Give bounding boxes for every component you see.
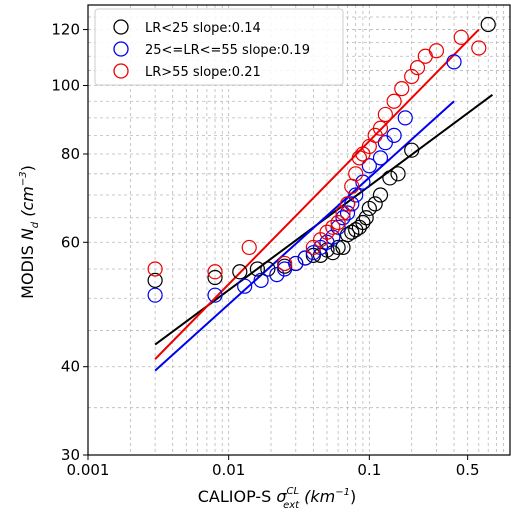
- data-point-series-2: [147, 287, 163, 303]
- y-tick-label: 120: [51, 21, 80, 39]
- fit-lines: [154, 28, 494, 372]
- data-point-series-1: [372, 187, 389, 203]
- data-point-series-3: [277, 255, 293, 272]
- data-point-series-2: [325, 229, 341, 245]
- data-point-series-3: [330, 214, 346, 231]
- y-tick-label: 60: [61, 233, 80, 251]
- data-point-series-3: [471, 40, 487, 56]
- y-tick-label: 40: [61, 358, 80, 376]
- legend-marker: [113, 19, 129, 35]
- data-point-series-1: [404, 142, 420, 158]
- data-point-series-1: [390, 166, 406, 182]
- x-tick-label: 0.01: [212, 461, 245, 479]
- legend-label: LR<25 slope:0.14: [145, 21, 261, 36]
- legend-label: 25<=LR<=55 slope:0.19: [145, 43, 310, 58]
- data-point-series-3: [207, 264, 223, 280]
- data-point-series-2: [288, 255, 304, 272]
- data-point-series-3: [428, 43, 445, 59]
- y-tick-label: 80: [61, 145, 80, 163]
- data-point-series-3: [394, 81, 410, 97]
- data-point-series-3: [453, 29, 469, 45]
- data-point-series-1: [355, 214, 371, 231]
- data-point-series-3: [319, 224, 335, 240]
- data-point-series-3: [147, 261, 163, 277]
- data-point-series-2: [269, 267, 285, 283]
- legend: LR<25 slope:0.14 25<=LR<=55 slope:0.19 LR>…: [94, 8, 344, 86]
- y-axis-label: MODIS Nd (cm−3): [18, 165, 41, 299]
- data-point-series-3: [351, 150, 368, 166]
- data-point-series-3: [372, 120, 389, 136]
- data-point-series-2: [319, 234, 335, 250]
- data-point-series-2: [361, 158, 377, 174]
- data-point-series-3: [339, 196, 356, 212]
- x-tick-label: 0.001: [67, 461, 110, 479]
- data-point-series-3: [386, 93, 402, 109]
- data-point-series-1: [232, 264, 248, 280]
- data-point-series-1: [361, 200, 377, 217]
- data-points: [147, 16, 496, 303]
- x-tick-label: 0.1: [357, 461, 381, 479]
- data-point-series-2: [335, 210, 351, 226]
- data-point-series-3: [409, 60, 426, 76]
- fit-line-series-3: [154, 28, 480, 360]
- x-tick-label: 0.5: [456, 461, 480, 479]
- data-point-series-3: [348, 166, 364, 182]
- data-point-series-2: [446, 54, 462, 70]
- data-point-series-2: [348, 187, 364, 203]
- data-point-series-3: [377, 106, 393, 123]
- data-point-series-3: [404, 68, 420, 85]
- data-point-series-2: [397, 110, 413, 126]
- data-point-series-2: [386, 127, 402, 143]
- data-point-series-1: [260, 261, 276, 277]
- data-point-series-2: [207, 287, 223, 303]
- legend-marker: [113, 63, 129, 79]
- legend-box: [94, 8, 344, 86]
- y-tick-label: 100: [51, 77, 80, 95]
- data-point-series-1: [358, 210, 374, 226]
- data-point-series-1: [207, 269, 223, 286]
- data-point-series-1: [480, 16, 496, 33]
- data-point-series-1: [249, 261, 265, 277]
- axis-ticks: 0.001 0.01 0.1 0.5 30 40 60 80 100 120: [51, 21, 479, 479]
- data-point-series-2: [372, 150, 389, 166]
- data-point-series-2: [237, 278, 253, 294]
- data-point-series-1: [339, 227, 356, 243]
- legend-label: LR>55 slope:0.21: [145, 65, 261, 80]
- data-point-series-2: [253, 272, 269, 288]
- data-point-series-3: [335, 205, 351, 221]
- data-point-series-1: [382, 170, 398, 186]
- y-tick-label: 30: [61, 446, 80, 464]
- data-point-series-1: [367, 196, 383, 212]
- plot-frame: [87, 4, 511, 456]
- data-point-series-1: [344, 224, 360, 240]
- data-point-series-2: [339, 205, 356, 221]
- data-point-series-1: [147, 272, 163, 288]
- x-axis-label: CALIOP-S σCL ext (km−1): [198, 486, 357, 511]
- data-point-series-2: [297, 250, 313, 266]
- data-point-series-2: [344, 196, 360, 212]
- data-point-series-3: [325, 219, 341, 235]
- fit-line-series-2: [154, 100, 455, 372]
- data-point-series-3: [241, 239, 257, 256]
- legend-marker: [113, 41, 129, 57]
